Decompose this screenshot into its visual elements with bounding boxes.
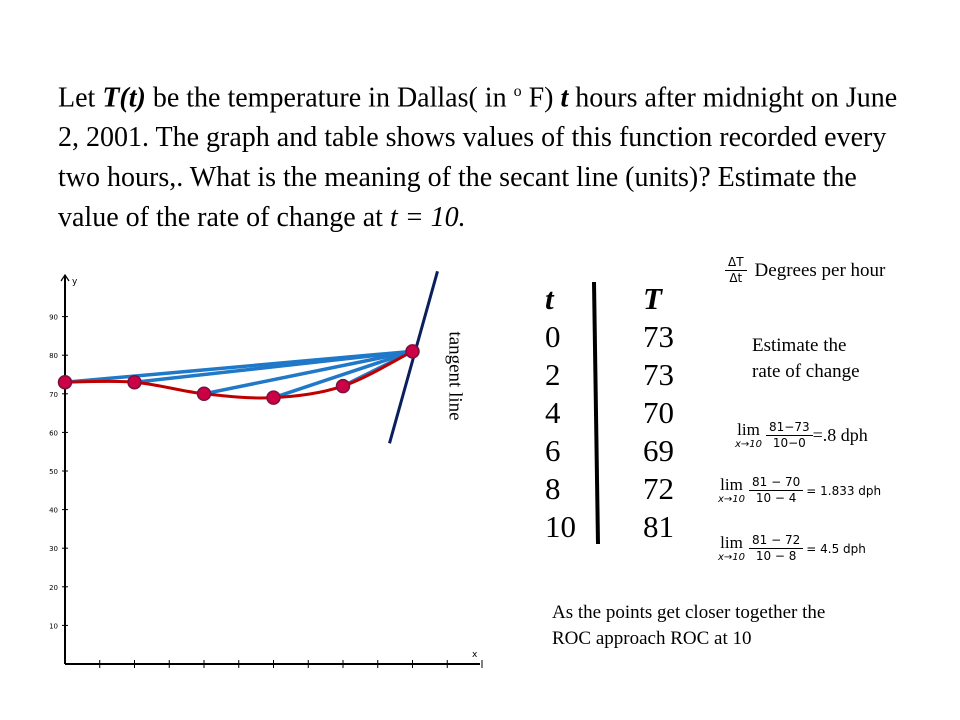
y-tick-label: 10 (49, 622, 58, 630)
y-tick-label: 40 (49, 507, 58, 515)
y-tick-label: 20 (49, 584, 58, 592)
y-axis-label: y (72, 277, 78, 287)
table-row: 8 72 (545, 470, 674, 508)
cell-T: 70 (643, 395, 674, 430)
data-point (335, 378, 351, 394)
lim-denominator: 10 − 8 (755, 549, 797, 563)
delta-t: Δt (729, 271, 743, 285)
y-axis-arrow (60, 273, 70, 282)
lim-denominator: 10−0 (772, 436, 806, 450)
data-point (196, 386, 212, 402)
data-table: t T 0 73 2 73 4 70 6 69 8 72 10 81 (545, 280, 674, 546)
table-divider (592, 282, 600, 544)
cell-T: 73 (643, 357, 674, 392)
units-text: Degrees per hour (754, 259, 886, 281)
limit-equation-3: lim x→10 81 − 72 10 − 8 = 4.5 dph (718, 533, 866, 564)
cell-T: 81 (643, 509, 674, 544)
limit-equation-2: lim x→10 81 − 70 10 − 4 = 1.833 dph (718, 475, 881, 506)
table-header: t T (545, 280, 674, 318)
y-tick-label: 70 (49, 391, 58, 399)
data-point (405, 344, 420, 359)
conclusion-note: As the points get closer together the RO… (552, 600, 825, 652)
x-axis-label: x (472, 650, 478, 660)
units-note: ΔT Δt Degrees per hour (725, 255, 885, 286)
lim-numerator: 81−73 (766, 420, 813, 436)
y-tick-label: 60 (49, 429, 58, 437)
y-tick-label: 90 (49, 314, 58, 322)
secant-line (272, 349, 414, 400)
table-row: 6 69 (545, 432, 674, 470)
cell-t: 2 (545, 357, 561, 392)
cell-t: 8 (545, 471, 561, 506)
lim-word: lim (737, 419, 760, 439)
y-tick-label: 30 (49, 545, 58, 553)
table-row: 0 73 (545, 318, 674, 356)
y-tick-label: 50 (49, 468, 58, 476)
limit-equation-1: lim x→10 81−73 10−0 =.8 dph (735, 420, 868, 451)
cell-T: 72 (643, 471, 674, 506)
variable-t: t (560, 82, 569, 114)
lim-word: lim (720, 474, 743, 494)
delta-T: ΔT (725, 255, 747, 271)
lim-subscript: x→10 (718, 551, 746, 563)
question-text: Let T(t) be the temperature in Dallas( i… (58, 82, 898, 234)
delta-fraction: ΔT Δt (725, 255, 747, 286)
header-t: t (545, 281, 554, 316)
lim-numerator: 81 − 72 (749, 533, 804, 549)
lim-numerator: 81 − 70 (749, 475, 804, 491)
degree-symbol: o (513, 83, 522, 100)
estimate-line-1: Estimate the (752, 335, 847, 356)
table-row: 4 70 (545, 394, 674, 432)
data-point (266, 390, 281, 405)
data-point (127, 374, 142, 390)
cell-T: 73 (643, 319, 674, 354)
lim-result: = 1.833 dph (806, 483, 882, 498)
cell-t: 6 (545, 433, 561, 468)
estimate-line-2: rate of change (752, 361, 860, 382)
conclusion-line-2: ROC approach ROC at 10 (552, 628, 752, 649)
table-row: 2 73 (545, 356, 674, 394)
function-name: T(t) (102, 82, 146, 114)
header-T: T (643, 281, 662, 316)
lim-word: lim (720, 532, 743, 552)
estimate-note: Estimate the rate of change (752, 333, 860, 385)
cell-T: 69 (643, 433, 674, 468)
lim-result: = 4.5 dph (806, 541, 866, 556)
temperature-graph: y x 10 20 30 40 50 60 70 80 90 (49, 270, 483, 668)
y-tick-label: 80 (49, 352, 58, 360)
conclusion-line-1: As the points get closer together the (552, 602, 826, 623)
tangent-line-label: tangent line (444, 331, 466, 421)
secant-line (203, 349, 413, 396)
data-point (57, 374, 73, 390)
target-time: t = 10. (389, 202, 466, 234)
secant-line (134, 349, 413, 384)
lim-subscript: x→10 (718, 493, 746, 505)
cell-t: 10 (545, 509, 576, 544)
lim-subscript: x→10 (735, 438, 763, 450)
table-row: 10 81 (545, 508, 674, 546)
lim-denominator: 10 − 4 (755, 491, 797, 505)
cell-t: 0 (545, 319, 561, 354)
cell-t: 4 (545, 395, 561, 430)
lim-result: =.8 dph (812, 425, 868, 445)
